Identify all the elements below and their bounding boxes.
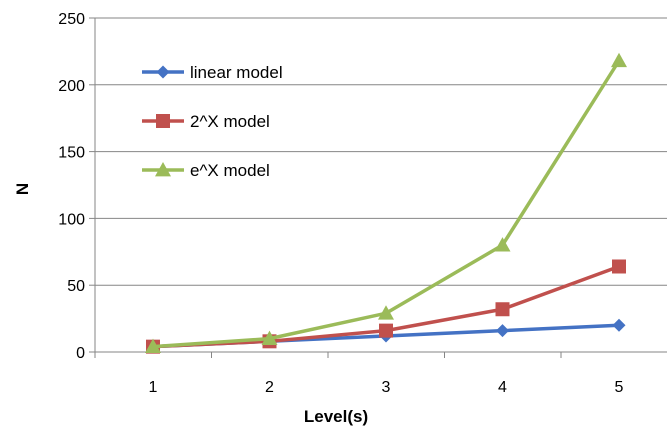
legend-entry: e^X model bbox=[142, 161, 270, 180]
data-point bbox=[145, 338, 161, 354]
legend-label: 2^X model bbox=[190, 112, 270, 131]
legend-entry: 2^X model bbox=[142, 112, 270, 131]
y-tick-label: 100 bbox=[58, 211, 85, 228]
x-tick-label: 2 bbox=[265, 379, 274, 396]
y-tick-label: 0 bbox=[76, 345, 85, 362]
data-point bbox=[378, 305, 394, 320]
gridlines bbox=[95, 17, 667, 286]
y-tick-label: 150 bbox=[58, 145, 85, 162]
data-point bbox=[261, 330, 278, 346]
legend-entry: linear model bbox=[142, 63, 283, 82]
y-tick-label: 200 bbox=[58, 78, 85, 95]
x-axis-title: Level(s) bbox=[304, 407, 368, 426]
legend-marker bbox=[155, 162, 171, 177]
data-point bbox=[612, 318, 626, 332]
data-point bbox=[611, 52, 627, 68]
data-point bbox=[379, 323, 393, 338]
y-tick-labels: 0 50 100 150 200 250 bbox=[58, 11, 85, 362]
x-tick-label: 1 bbox=[149, 379, 158, 396]
x-tick-label: 4 bbox=[498, 379, 507, 396]
x-tick-labels: 1 2 3 4 5 bbox=[149, 379, 624, 396]
data-point bbox=[496, 324, 509, 338]
data-point bbox=[494, 237, 511, 252]
x-tick-label: 5 bbox=[615, 379, 624, 396]
y-tick-label: 50 bbox=[67, 278, 85, 295]
series-lines bbox=[145, 52, 627, 354]
axes bbox=[89, 17, 667, 358]
y-tick-label: 250 bbox=[58, 11, 85, 28]
x-tick-label: 3 bbox=[382, 379, 391, 396]
y-axis-title: N bbox=[13, 183, 32, 195]
legend-label: e^X model bbox=[190, 161, 270, 180]
series-2 bbox=[145, 52, 627, 354]
legend-marker bbox=[156, 65, 170, 79]
series-line bbox=[152, 59, 621, 349]
data-point bbox=[612, 259, 626, 274]
legend: linear model 2^X model e^X model bbox=[142, 63, 283, 180]
legend-marker bbox=[156, 114, 170, 128]
data-point bbox=[495, 302, 510, 317]
legend-label: linear model bbox=[190, 63, 283, 82]
